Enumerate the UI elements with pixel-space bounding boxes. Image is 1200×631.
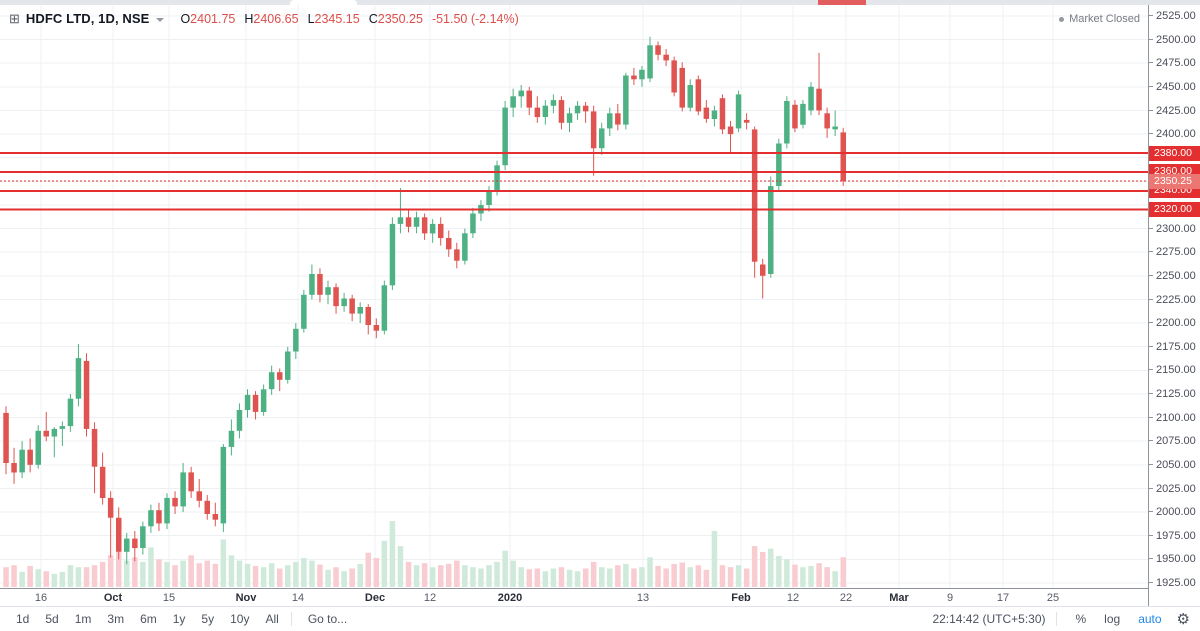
price-tick-label: 2525.00: [1149, 10, 1200, 22]
range-10y-button[interactable]: 10y: [222, 607, 257, 631]
price-axis[interactable]: 2525.00 2500.00 2475.00 2450.00 2425.00 2400.…: [1148, 5, 1200, 606]
price-tick-label: 2450.00: [1149, 81, 1200, 93]
market-status-badge: Market Closed: [1059, 13, 1140, 25]
price-tick-label: 2500.00: [1149, 34, 1200, 46]
time-tick-label: 2020: [497, 592, 523, 604]
range-1m-button[interactable]: 1m: [67, 607, 100, 631]
chevron-down-icon[interactable]: [156, 17, 165, 22]
time-tick-label: Nov: [235, 592, 257, 604]
gear-icon[interactable]: ⚙: [1176, 610, 1190, 628]
time-tick-label: 9: [946, 592, 954, 604]
time-tick-label: 25: [1046, 592, 1060, 604]
close-value: 2350.25: [377, 11, 423, 26]
browser-tab-accent: [818, 0, 866, 5]
high-value: 2406.65: [253, 11, 299, 26]
toolbar-separator: [290, 612, 292, 626]
time-axis[interactable]: 16 Oct 15 Nov 14 Dec 12 2020 13 Feb 12 22 Mar 9 17 25: [0, 588, 1148, 606]
range-5d-button[interactable]: 5d: [37, 607, 66, 631]
time-tick-label: 16: [34, 592, 48, 604]
ohlc-values: O2401.75 H2406.65 L2345.15 C2350.25 -51.…: [180, 12, 518, 26]
low-value: 2345.15: [314, 11, 360, 26]
price-tick-label: 2300.00: [1149, 223, 1200, 235]
level-price-label: 2320.00: [1149, 202, 1200, 218]
range-3m-button[interactable]: 3m: [99, 607, 132, 631]
close-label: C: [368, 11, 378, 26]
price-tick-label: 1925.00: [1149, 577, 1200, 589]
range-1d-button[interactable]: 1d: [8, 607, 37, 631]
price-tick-label: 1975.00: [1149, 530, 1200, 542]
change-value: -51.50 (-2.14%): [431, 11, 519, 26]
price-tick-label: 2425.00: [1149, 105, 1200, 117]
price-tick-label: 2100.00: [1149, 412, 1200, 424]
current-price-label: 2350.25: [1149, 173, 1200, 189]
price-tick-label: 2050.00: [1149, 459, 1200, 471]
auto-scale-button[interactable]: auto: [1129, 612, 1170, 626]
time-tick-label: Mar: [889, 592, 909, 604]
range-5y-button[interactable]: 5y: [193, 607, 222, 631]
price-tick-label: 2150.00: [1149, 364, 1200, 376]
price-tick-label: 1950.00: [1149, 553, 1200, 565]
percent-scale-button[interactable]: %: [1067, 612, 1096, 626]
time-tick-label: 22: [839, 592, 853, 604]
price-tick-label: 2075.00: [1149, 435, 1200, 447]
range-6m-button[interactable]: 6m: [132, 607, 165, 631]
goto-button[interactable]: Go to...: [296, 612, 359, 626]
time-tick-label: 14: [291, 592, 305, 604]
symbol-legend: ⊞ HDFC LTD, 1D, NSE O2401.75 H2406.65 L2…: [9, 11, 519, 26]
time-tick-label: 15: [162, 592, 176, 604]
range-1y-button[interactable]: 1y: [165, 607, 194, 631]
time-tick-label: Feb: [731, 592, 751, 604]
time-tick-label: Oct: [103, 592, 123, 604]
price-tick-label: 2025.00: [1149, 483, 1200, 495]
low-label: L: [307, 11, 315, 26]
market-status-dot-icon: [1059, 16, 1065, 22]
browser-strip: [0, 0, 1200, 5]
time-tick-label: Dec: [364, 592, 386, 604]
high-label: H: [244, 11, 254, 26]
toolbar-separator: [1055, 612, 1057, 626]
price-tick-label: 2250.00: [1149, 270, 1200, 282]
candlestick-chart[interactable]: [0, 5, 1148, 606]
open-label: O: [180, 11, 191, 26]
range-all-button[interactable]: All: [257, 607, 286, 631]
price-tick-label: 2125.00: [1149, 388, 1200, 400]
browser-tab: [290, 0, 357, 5]
price-tick-label: 2225.00: [1149, 294, 1200, 306]
time-axis-border: [0, 588, 1148, 589]
level-price-label: 2380.00: [1149, 145, 1200, 161]
price-tick-label: 2275.00: [1149, 246, 1200, 258]
price-tick-label: 2000.00: [1149, 506, 1200, 518]
clock-timezone[interactable]: 22:14:42 (UTC+5:30): [932, 612, 1046, 626]
time-tick-label: 12: [786, 592, 800, 604]
price-tick-label: 2400.00: [1149, 128, 1200, 140]
price-tick-label: 2175.00: [1149, 341, 1200, 353]
bottom-toolbar: 1d 5d 1m 3m 6m 1y 5y 10y All Go to... 22:14:42 (U…: [0, 606, 1200, 631]
time-tick-label: 13: [636, 592, 650, 604]
time-tick-label: 12: [423, 592, 437, 604]
price-tick-label: 2475.00: [1149, 57, 1200, 69]
price-tick-label: 2200.00: [1149, 317, 1200, 329]
open-value: 2401.75: [190, 11, 236, 26]
time-tick-label: 17: [996, 592, 1010, 604]
add-symbol-icon[interactable]: ⊞: [9, 11, 20, 26]
market-status-text: Market Closed: [1069, 13, 1140, 25]
symbol-title[interactable]: HDFC LTD, 1D, NSE: [25, 11, 150, 26]
log-scale-button[interactable]: log: [1095, 612, 1129, 626]
